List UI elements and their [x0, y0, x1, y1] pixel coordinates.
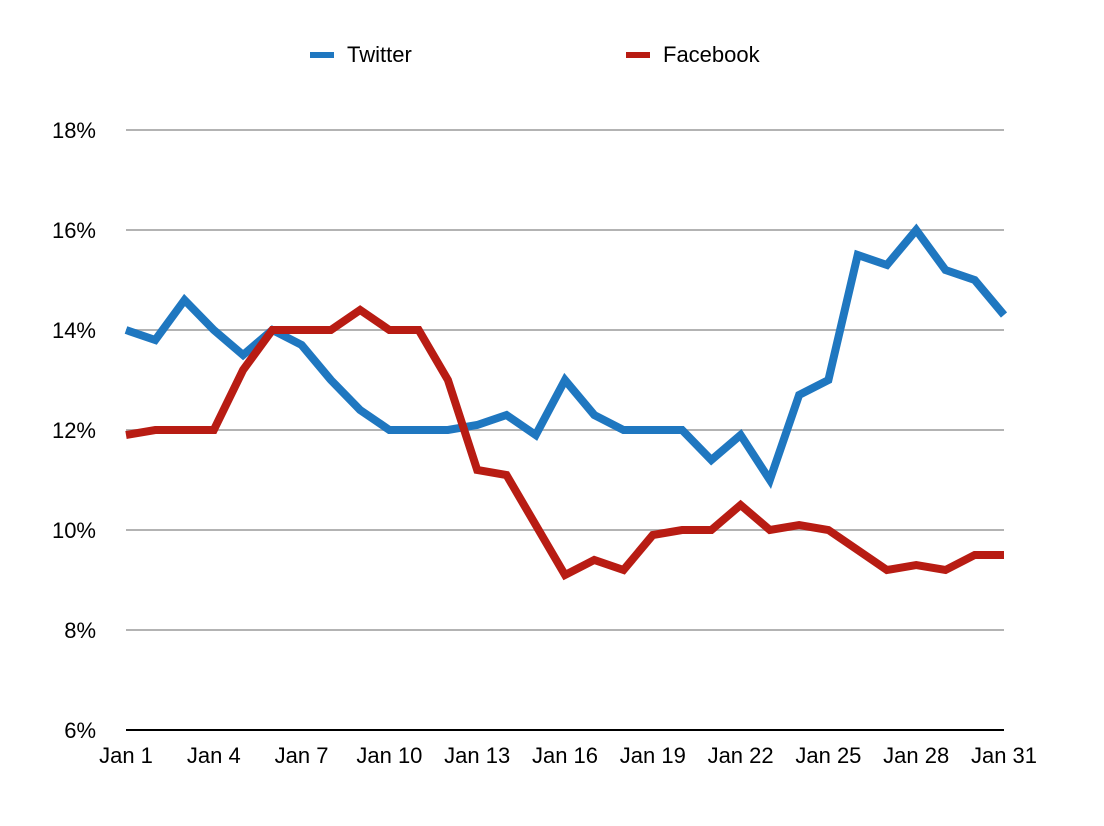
x-tick-label: Jan 28 [883, 743, 949, 768]
y-tick-label: 18% [52, 118, 96, 143]
legend-label-twitter: Twitter [347, 42, 412, 67]
y-tick-label: 8% [64, 618, 96, 643]
x-tick-label: Jan 7 [275, 743, 329, 768]
y-tick-label: 14% [52, 318, 96, 343]
axes: 6% 8% 10% 12% 14% 16% 18% Jan 1 Jan 4 Jan 7 Jan 10… [52, 118, 1037, 768]
legend: Twitter Facebook [310, 42, 761, 67]
series-lines [124, 223, 1008, 581]
x-tick-label: Jan 10 [356, 743, 422, 768]
legend-item-twitter: Twitter [310, 42, 412, 67]
y-tick-label: 12% [52, 418, 96, 443]
y-tick-label: 10% [52, 518, 96, 543]
x-tick-label: Jan 31 [971, 743, 1037, 768]
series-line-facebook [125, 305, 1004, 581]
x-tick-label: Jan 19 [620, 743, 686, 768]
y-tick-label: 16% [52, 218, 96, 243]
x-tick-label: Jan 1 [99, 743, 153, 768]
x-tick-label: Jan 22 [708, 743, 774, 768]
legend-label-facebook: Facebook [663, 42, 761, 67]
x-tick-label: Jan 25 [795, 743, 861, 768]
x-tick-label: Jan 13 [444, 743, 510, 768]
x-tick-label: Jan 16 [532, 743, 598, 768]
y-tick-label: 6% [64, 718, 96, 743]
x-tick-label: Jan 4 [187, 743, 241, 768]
legend-item-facebook: Facebook [626, 42, 761, 67]
